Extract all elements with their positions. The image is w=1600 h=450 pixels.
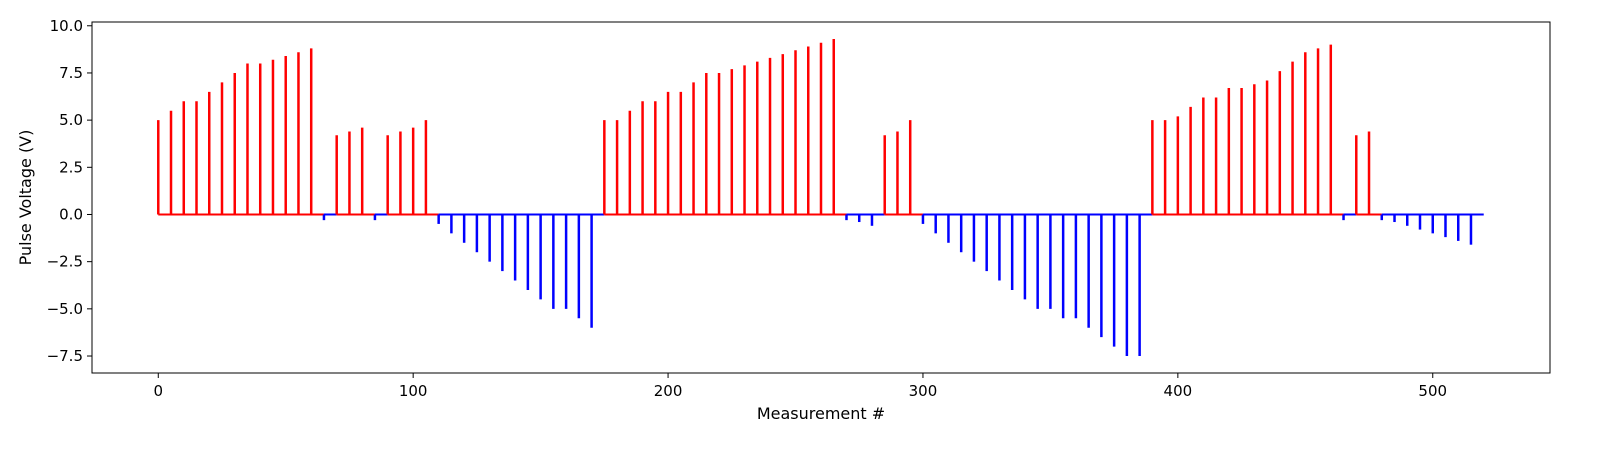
y-tick-label: −2.5 <box>47 253 83 271</box>
x-axis-label: Measurement # <box>757 404 885 423</box>
x-tick-label: 0 <box>153 382 163 400</box>
y-tick-label: 5.0 <box>59 111 83 129</box>
x-tick-label: 500 <box>1418 382 1447 400</box>
x-axis: 0 100 200 300 400 500 <box>153 373 1447 400</box>
y-tick-label: −7.5 <box>47 347 83 365</box>
y-tick-label: 2.5 <box>59 158 83 176</box>
x-tick-label: 400 <box>1164 382 1193 400</box>
y-tick-label: 10.0 <box>50 17 83 35</box>
x-tick-label: 300 <box>909 382 938 400</box>
y-tick-label: −5.0 <box>47 300 83 318</box>
y-tick-label: 7.5 <box>59 64 83 82</box>
y-tick-label: 0.0 <box>59 205 83 223</box>
x-tick-label: 100 <box>399 382 428 400</box>
plot-frame <box>91 21 1551 374</box>
stem-layer <box>157 38 1473 357</box>
y-axis: −7.5 −5.0 −2.5 0.0 2.5 5.0 7.5 10.0 <box>47 17 92 365</box>
x-tick-label: 200 <box>654 382 683 400</box>
y-axis-label: Pulse Voltage (V) <box>16 130 35 266</box>
